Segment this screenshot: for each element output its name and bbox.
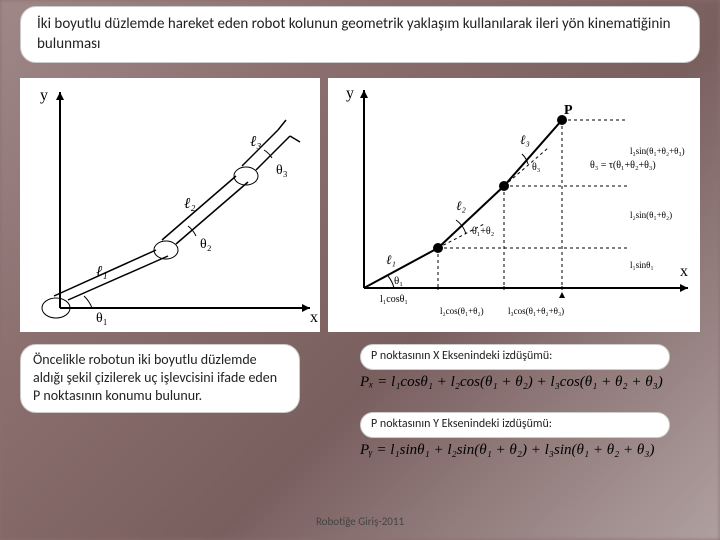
axis-y-label: y [40,87,48,104]
t12-label: θ₁+θ₂ [472,226,494,237]
title-box: İki boyutlu düzlemde hareket eden robot … [20,6,700,63]
axis-y-label: y [346,85,354,102]
l2-label: ℓ₂ [184,196,195,212]
diagram-row: x y ℓ₁ ℓ₂ ℓ₃ [20,78,700,332]
t1-label: θ₁ [96,311,108,326]
footer-text: Robotiğe Giriş-2011 [316,515,404,528]
label-y-box: P noktasının Y Eksenindeki izdüşümü: [360,412,670,438]
l2-label: ℓ₂ [456,198,466,213]
fy3: l₃sin(θ₁+θ₂+θ₃) [630,146,685,156]
fx2: l₂cos(θ₁+θ₂) [440,306,484,316]
axis-x-label: x [310,309,318,326]
description-box: Öncelikle robotun iki boyutlu düzlemde a… [20,344,300,413]
diagram-left: x y ℓ₁ ℓ₂ ℓ₃ [20,78,320,332]
axis-x-label: x [680,263,688,280]
diagram-right: x y P ℓ₁ ℓ [328,78,700,332]
t3-label: θ₃ [276,163,288,178]
t3-label: θ₃ [532,162,540,173]
l1-label: ℓ₁ [96,264,107,280]
fx1: l₁cosθ₁ [380,294,408,305]
title-text: İki boyutlu düzlemde hareket eden robot … [37,15,671,53]
l3-label: ℓ₃ [520,132,530,147]
l3-label: ℓ₃ [250,134,261,150]
t1-label: θ₁ [394,275,403,287]
formula-px-text: Pₓ = l₁cosθ₁ + l₂cos(θ₁ + θ₂) + l₃cos(θ₁… [360,374,663,390]
t2-label: θ₂ [200,237,212,252]
footer: Robotiğe Giriş-2011 [0,515,720,528]
formula-px: Pₓ = l₁cosθ₁ + l₂cos(θ₁ + θ₂) + l₃cos(θ₁… [360,374,700,391]
fy1: l₁sinθ₁ [630,260,654,270]
formula-py-text: Pᵧ = l₁sinθ₁ + l₂sin(θ₁ + θ₂) + l₃sin(θ₁… [360,442,655,458]
fx3: l₃cos(θ₁+θ₂+θ₃) [508,306,564,316]
label-x-box: P noktasının X Eksenindeki izdüşümü: [360,344,670,370]
fy2: l₂sin(θ₁+θ₂) [630,210,672,220]
description-text: Öncelikle robotun iki boyutlu düzlemde a… [33,351,277,404]
label-x-text: P noktasının X Eksenindeki izdüşümü: [371,349,552,363]
l1-label: ℓ₁ [386,252,396,267]
eq-t3: θ₃ = τ(θ₁+θ₂+θ₃) [590,160,656,171]
p-label: P [564,103,573,118]
label-y-text: P noktasının Y Eksenindeki izdüşümü: [371,417,552,431]
formula-py: Pᵧ = l₁sinθ₁ + l₂sin(θ₁ + θ₂) + l₃sin(θ₁… [360,442,700,459]
